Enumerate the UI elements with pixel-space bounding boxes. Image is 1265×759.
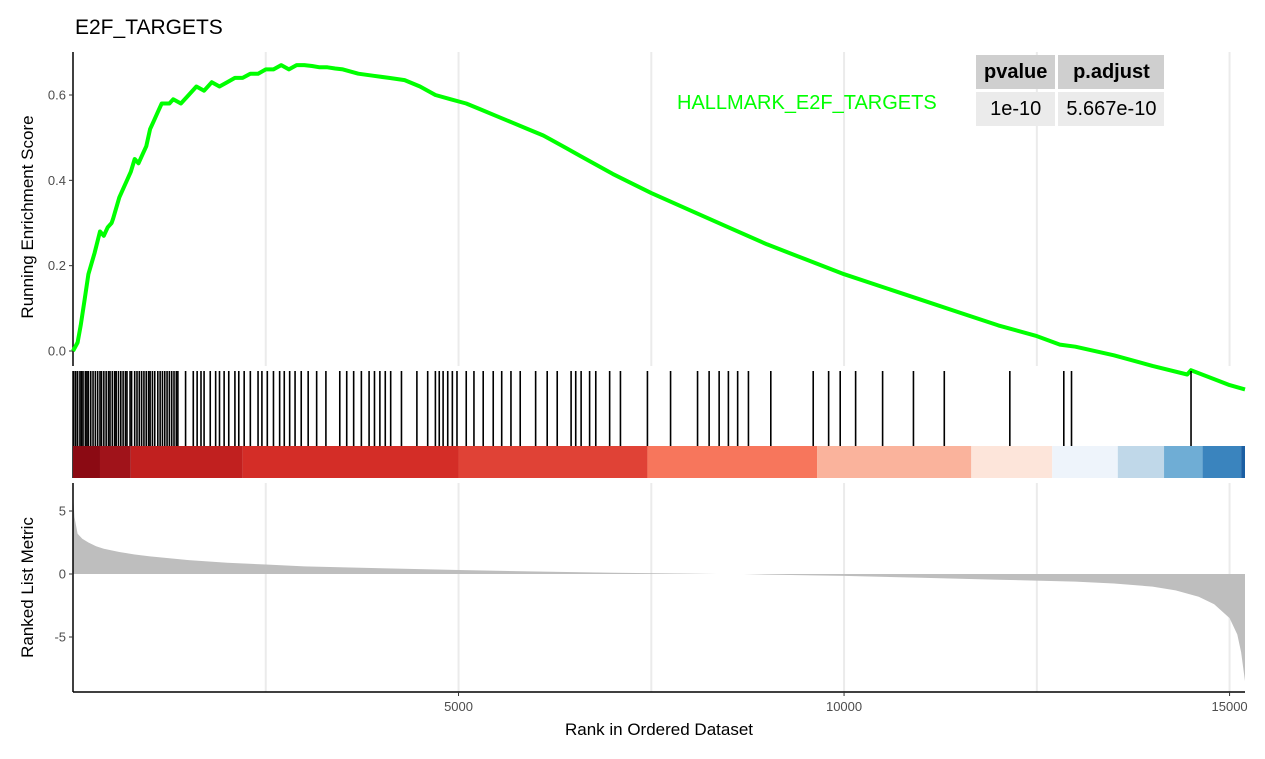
heat-band: [971, 446, 1053, 478]
heat-band: [1241, 446, 1245, 478]
stats-header-padjust: p.adjust: [1058, 55, 1165, 89]
heat-band: [1164, 446, 1203, 478]
running-es-line: [71, 63, 1246, 392]
heat-band: [1202, 446, 1242, 478]
es-y-tick-label: 0.4: [48, 173, 66, 188]
gene-set-label: HALLMARK_E2F_TARGETS: [677, 92, 937, 114]
metric-y-tick-label: 0: [59, 567, 66, 582]
es-y-axis-title: Running Enrichment Score: [18, 115, 37, 318]
heat-band: [817, 446, 972, 478]
metric-y-tick-label: 5: [59, 504, 66, 519]
heat-band: [130, 446, 243, 478]
stats-header-pvalue: pvalue: [976, 55, 1056, 89]
metric-gap: [716, 568, 744, 580]
heat-band: [1117, 446, 1165, 478]
es-y-tick-label: 0.6: [48, 88, 66, 103]
metric-y-tick-label: -5: [54, 630, 66, 645]
heat-band: [458, 446, 648, 478]
x-tick-label: 5000: [444, 699, 473, 714]
es-y-tick-label: 0.2: [48, 258, 66, 273]
heat-band: [647, 446, 818, 478]
ranked-metric-area: [73, 494, 1245, 682]
heat-band: [1052, 446, 1118, 478]
x-tick-label: 15000: [1212, 699, 1248, 714]
heat-band: [242, 446, 459, 478]
heat-band: [73, 446, 100, 478]
plot-title: E2F_TARGETS: [75, 16, 223, 39]
stats-table: pvalue p.adjust 1e-10 5.667e-10: [973, 52, 1167, 129]
heat-band: [99, 446, 131, 478]
x-axis-title: Rank in Ordered Dataset: [565, 720, 753, 739]
x-tick-label: 10000: [826, 699, 862, 714]
es-y-tick-label: 0.0: [48, 344, 66, 359]
metric-y-axis-title: Ranked List Metric: [18, 517, 37, 658]
stats-padjust-value: 5.667e-10: [1058, 92, 1165, 126]
stats-pvalue-value: 1e-10: [976, 92, 1056, 126]
